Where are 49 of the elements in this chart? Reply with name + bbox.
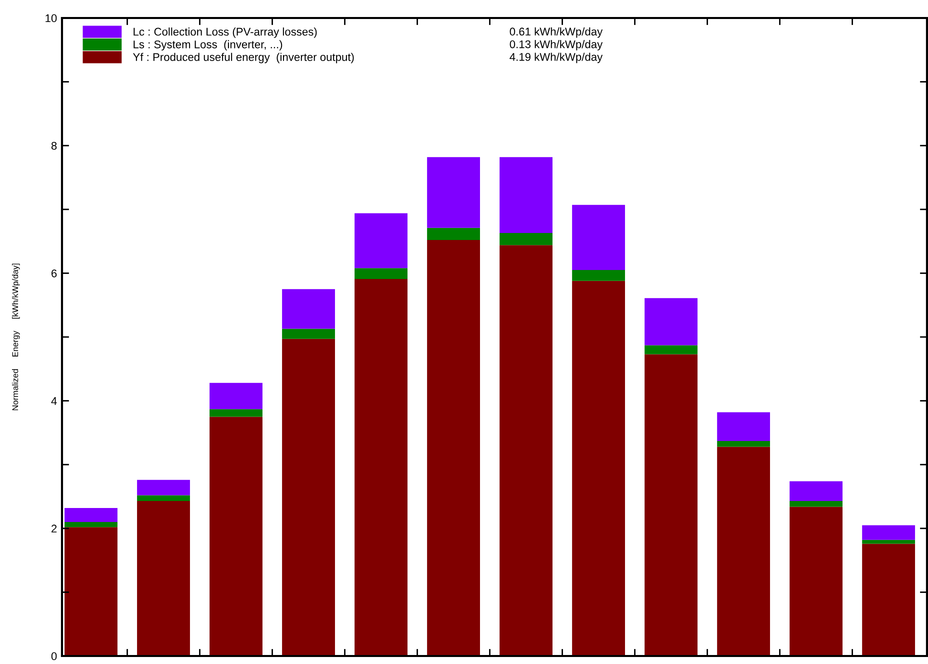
bar [790,506,843,656]
legend-label: Ls : System Loss (inverter, ...) [134,40,282,51]
bar [137,495,190,501]
bar [717,440,770,447]
bar [572,270,626,281]
bar [862,525,916,540]
bar [282,328,335,339]
bar [210,409,262,417]
bar [717,412,770,441]
annotation: 0.13 kWh/kWp/day [510,40,603,50]
bar [572,204,626,270]
bar [572,280,626,656]
y-tick-label: 6 [52,269,57,278]
y-tick-label: 8 [51,142,57,150]
bar [137,480,190,496]
bar [137,500,190,656]
bar [427,228,480,240]
bar [64,508,118,522]
bar [427,240,480,656]
bar [64,522,118,528]
bar [210,382,262,410]
bar [282,338,335,656]
legend-label: Lc : Collection Loss (PV-array losses) [134,28,317,38]
bar [354,268,408,279]
y-tick-label: 2 [52,524,57,532]
y-axis-title: Normalized Energy [kWh/kWp/day] [12,264,20,410]
bar [210,416,262,656]
bar [717,446,770,656]
legend-label: Yf : Produced useful energy (inverter output) [133,52,354,64]
y-tick-label: 10 [46,14,57,22]
bar [644,354,698,656]
y-tick-label: 0 [51,652,57,660]
bar [644,345,698,354]
bar [500,233,553,246]
bar [427,157,480,228]
bar [644,298,698,346]
bar [354,278,408,656]
bar [354,213,408,268]
y-tick-label: 4 [51,397,57,405]
bar [64,527,118,656]
bar [500,157,553,234]
bar [282,289,335,329]
annotation: 0.61 kWh/kWp/day [510,27,603,38]
bar [862,544,916,656]
bar [790,481,843,501]
annotation: 4.19 kWh/kWp/day [510,52,603,64]
bar [862,540,916,544]
bar [500,245,553,656]
bar [790,500,843,507]
